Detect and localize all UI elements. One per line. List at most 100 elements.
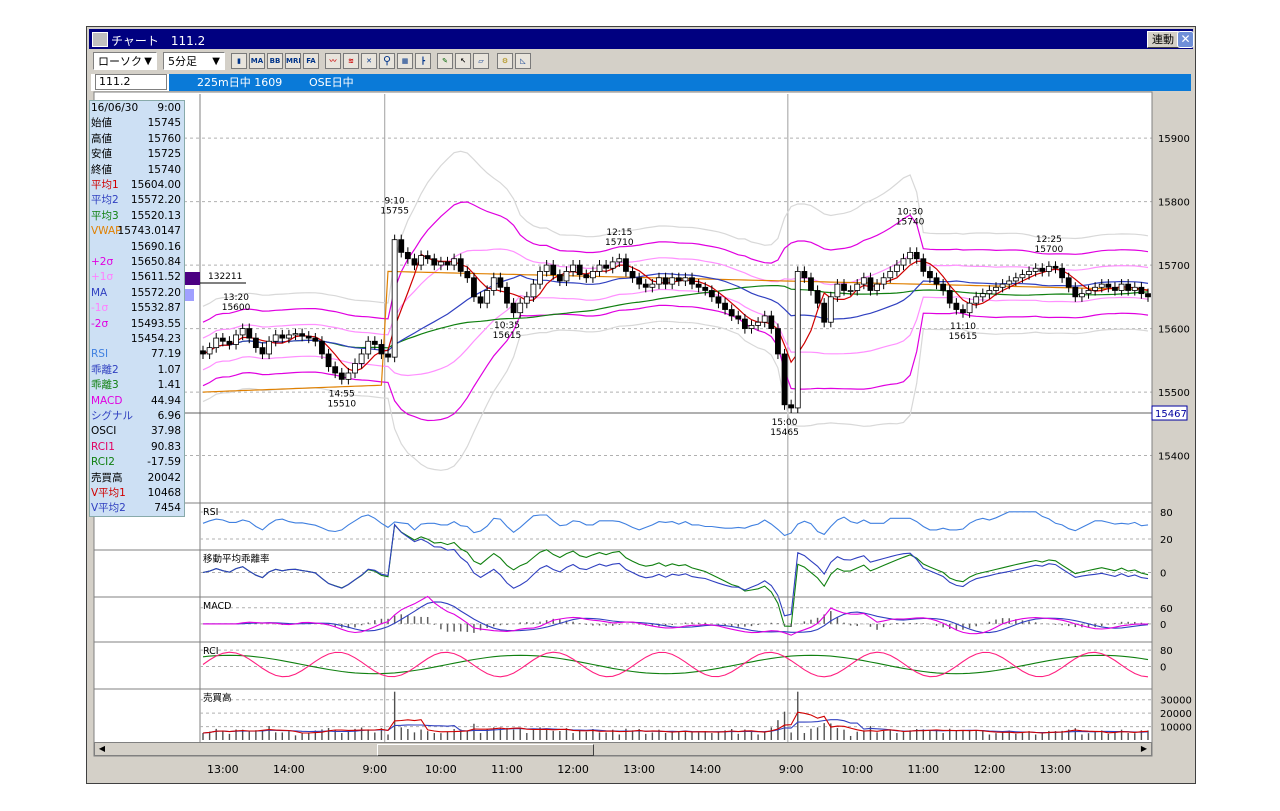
time-tick-label: 13:00 [1039, 763, 1072, 776]
line-tool-icon[interactable]: 〰 [325, 53, 341, 69]
pen-icon[interactable]: ✎ [437, 53, 453, 69]
candle-body [913, 251, 920, 260]
info-row: 15454.23 [90, 332, 184, 347]
candle [305, 331, 312, 344]
price-tick-label: 15400 [1158, 452, 1190, 463]
current-price-box [1151, 405, 1188, 421]
candle [946, 285, 953, 309]
candle-body [623, 258, 629, 272]
marker-swatch-2 [184, 289, 194, 301]
time-tick-label: 9:00 [778, 763, 804, 776]
candle [556, 269, 563, 287]
candle [219, 333, 226, 347]
info-row: 乖離3 1.41 [90, 378, 184, 393]
info-value: 15650.84 [130, 256, 181, 268]
candles [200, 234, 1151, 414]
ma1-line [202, 253, 1149, 372]
scroll-thumb[interactable] [377, 744, 594, 756]
candle [239, 323, 246, 340]
candle-icon[interactable]: ▮ [231, 53, 247, 69]
candle [1112, 282, 1118, 296]
panel-tick-label: 10000 [1160, 723, 1192, 734]
candle-body [629, 271, 636, 279]
candle-body [741, 318, 748, 329]
candle-body [556, 274, 563, 282]
scroll-left-icon[interactable]: ◀ [98, 744, 106, 753]
marker-label: 132211 [208, 272, 242, 282]
volume-ma1-line [202, 711, 1149, 734]
candle-body [689, 277, 695, 285]
candle-body [292, 333, 299, 336]
info-row: +1σ 15611.52 [90, 270, 184, 285]
candle [398, 234, 405, 258]
bb-icon[interactable]: BB [267, 53, 283, 69]
candle [629, 266, 636, 283]
candle [768, 310, 775, 334]
annotation-price: 15465 [770, 428, 799, 438]
candle [834, 279, 841, 302]
symbol-field[interactable]: 111.2 [95, 74, 167, 90]
fan-icon[interactable]: ◺ [515, 53, 531, 69]
bar-settings-icon[interactable]: ┣ [415, 53, 431, 69]
candle-body [1112, 286, 1118, 291]
title-bar[interactable]: チャート 111.2 連動 ✕ [89, 29, 1194, 49]
candle [292, 328, 299, 340]
candle-body [854, 283, 861, 291]
info-value: 10468 [147, 487, 181, 499]
candle [457, 253, 464, 277]
time-tick-label: 12:00 [557, 763, 589, 776]
info-row: 16/06/30 9:00 [90, 101, 184, 116]
candle [312, 333, 319, 347]
ohlc-info-panel: 16/06/30 9:00 始値 15745 高値 15760 安値 15725 終値 15740… [89, 100, 185, 517]
candle [860, 272, 867, 290]
candle-body [1118, 283, 1125, 291]
candle [523, 291, 530, 309]
candle-body [609, 261, 616, 269]
candle [966, 298, 973, 318]
eraser-icon[interactable]: ▱ [473, 53, 489, 69]
candle [596, 260, 603, 277]
chart-type-select[interactable]: ローソク ▼ [93, 52, 157, 70]
fa-icon[interactable]: FA [303, 53, 319, 69]
time-tick-label: 10:00 [425, 763, 457, 776]
candle-body [385, 353, 391, 358]
candle-body [219, 337, 226, 342]
candle [385, 348, 391, 363]
info-row: OSCI 37.98 [90, 424, 184, 439]
candle-body [900, 258, 907, 266]
annotation-time: 14:55 [329, 389, 355, 399]
cross-icon[interactable]: ✕ [361, 53, 377, 69]
search-tool-icon[interactable]: ⚙ [497, 53, 513, 69]
zoom-icon[interactable]: ⚲ [379, 53, 395, 69]
fib-icon[interactable]: ≋ [343, 53, 359, 69]
info-label: 平均1 [91, 179, 119, 191]
mre-icon[interactable]: MRE [285, 53, 301, 69]
candle-body [841, 283, 847, 291]
candle [913, 247, 920, 264]
candle [213, 333, 220, 353]
info-value: 15572.20 [130, 286, 181, 299]
candle-body [748, 324, 755, 329]
info-label: -1σ [91, 302, 109, 315]
candle-body [695, 283, 702, 288]
pointer-icon[interactable]: ↖ [455, 53, 471, 69]
candle-body [312, 337, 319, 342]
info-label: 終値 [91, 163, 112, 176]
candle [609, 256, 616, 274]
candle [933, 272, 940, 290]
time-tick-label: 12:00 [973, 763, 1006, 776]
interval-select[interactable]: 5分足 ▼ [163, 52, 225, 70]
info-row: 安値 15725 [90, 147, 184, 162]
candle [424, 250, 431, 264]
horizontal-scrollbar[interactable]: ◀ ▶ [94, 742, 1152, 756]
candle-body [431, 258, 438, 266]
compare-icon[interactable]: ▦ [397, 53, 413, 69]
close-icon[interactable]: ✕ [1177, 31, 1194, 48]
info-value: 15760 [147, 132, 181, 145]
ma-icon[interactable]: MA [249, 53, 265, 69]
candle-body [1098, 283, 1105, 288]
candle [1026, 266, 1032, 280]
scroll-right-icon[interactable]: ▶ [1140, 744, 1148, 753]
candle [623, 253, 629, 277]
